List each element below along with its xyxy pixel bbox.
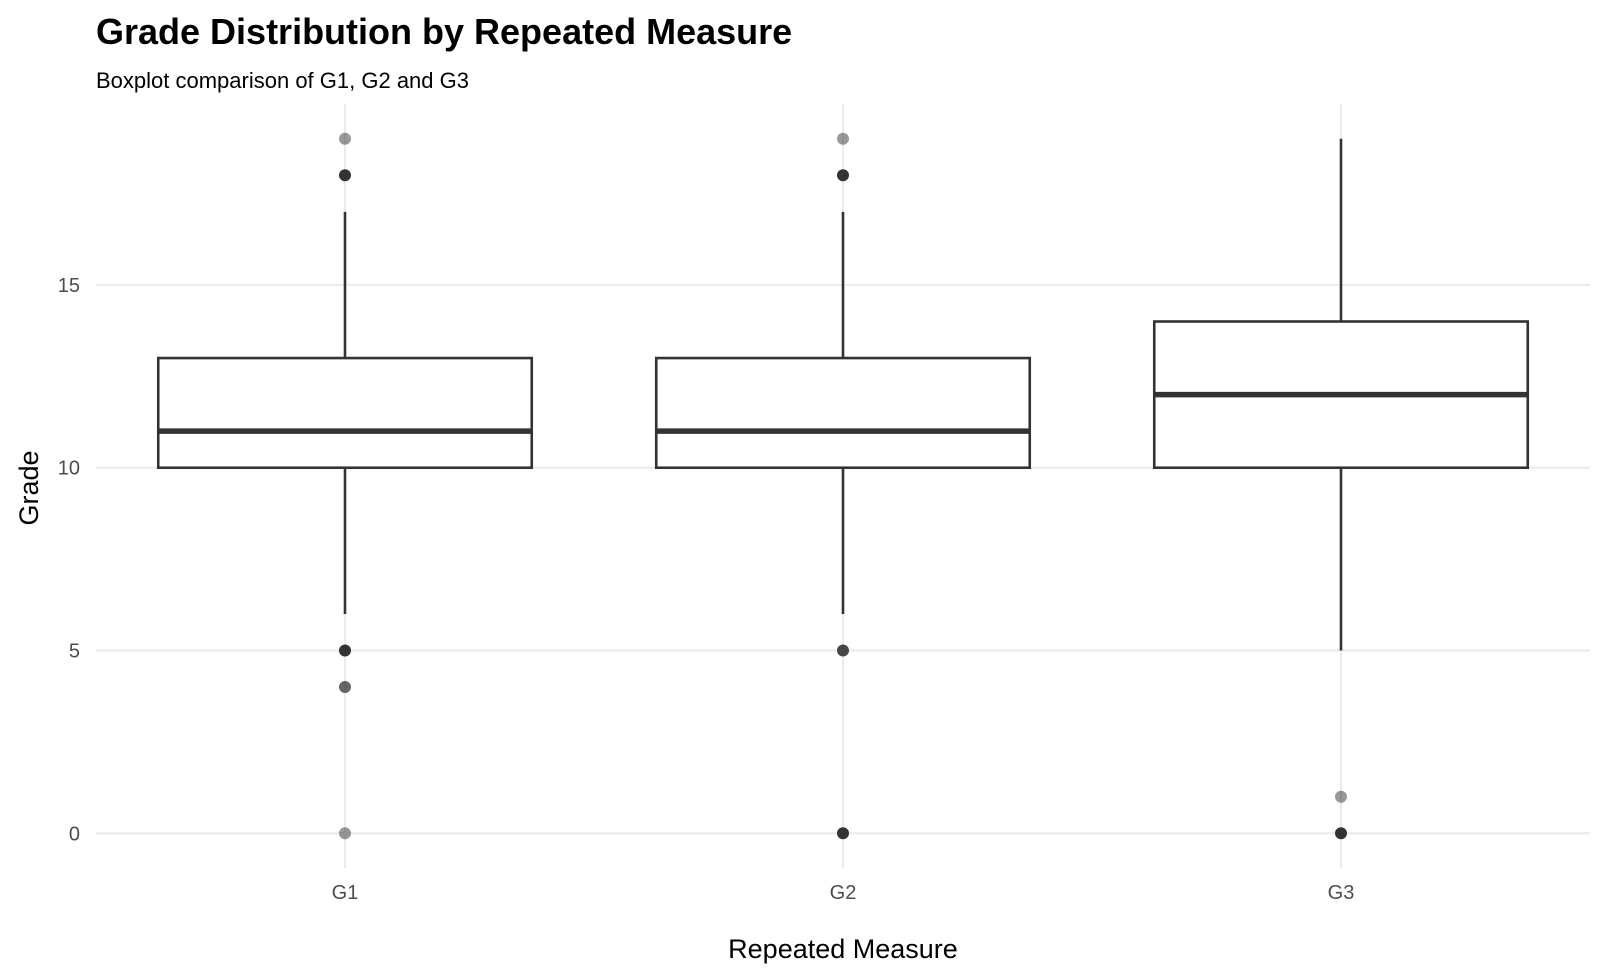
outlier-point-G3-1 [1335,827,1347,840]
outlier-point-G3-0 [1335,790,1347,803]
boxes [156,132,1530,840]
box-G3 [1152,138,1530,840]
chart-title: Grade Distribution by Repeated Measure [96,11,792,52]
y-tick-label-15: 15 [58,275,80,297]
outlier-point-G1-3 [339,681,351,694]
outlier-point-G2-2 [837,644,849,657]
x-axis-ticks: G1 G2 G3 [332,882,1355,904]
x-axis-title: Repeated Measure [728,934,958,964]
y-tick-label-0: 0 [69,823,80,845]
y-tick-label-10: 10 [58,458,80,480]
outlier-point-G1-0 [339,132,351,145]
y-axis-title: Grade [14,450,44,525]
x-tick-label-G3: G3 [1328,882,1355,904]
plot-panel: 0 5 10 15 G1 G2 G3 [58,104,1590,904]
y-tick-label-5: 5 [69,640,80,662]
outlier-point-G2-1 [837,169,849,182]
box-iqr-G2 [654,356,1032,470]
x-tick-label-G1: G1 [332,882,359,904]
x-tick-label-G2: G2 [830,882,857,904]
outlier-point-G2-3 [837,827,849,840]
chart-subtitle: Boxplot comparison of G1, G2 and G3 [96,68,469,93]
outlier-point-G1-4 [339,827,351,840]
outlier-point-G2-0 [837,132,849,145]
outlier-point-G1-1 [339,169,351,182]
y-axis-ticks: 0 5 10 15 [58,275,80,845]
outlier-point-G1-2 [339,644,351,657]
box-G2 [654,132,1032,840]
box-G1 [156,132,534,840]
box-iqr-G1 [156,356,534,470]
